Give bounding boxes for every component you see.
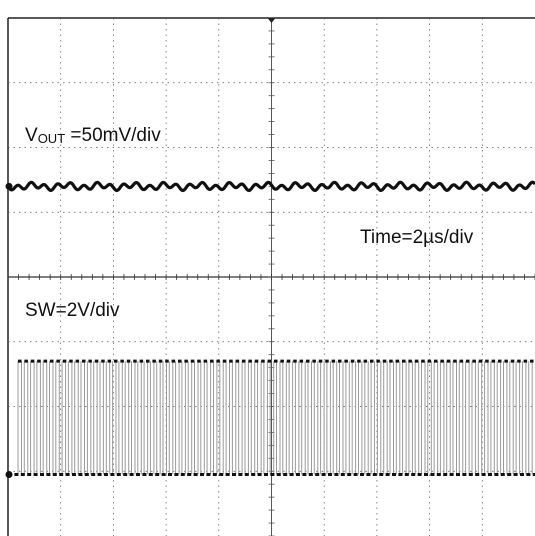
vout-label-subscript: OUT xyxy=(38,131,66,146)
sw-scale-label: SW=2V/div xyxy=(25,300,120,321)
vout-ground-marker xyxy=(5,182,13,190)
scope-grid xyxy=(7,17,535,536)
scope-traces xyxy=(5,180,535,478)
vout-trace xyxy=(6,180,535,193)
sw-ground-marker xyxy=(5,470,13,478)
vout-label-main: V xyxy=(25,125,38,146)
vout-scale-label: VOUT =50mV/div xyxy=(25,125,161,146)
time-scale-label: Time=2µs/div xyxy=(360,227,474,248)
trigger-marker xyxy=(267,18,276,23)
vout-label-scale: =50mV/div xyxy=(65,125,161,146)
